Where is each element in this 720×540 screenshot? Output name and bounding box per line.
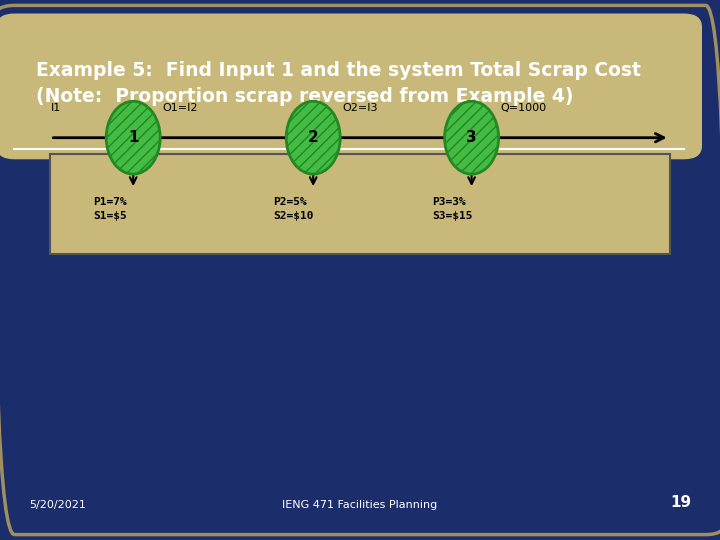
Ellipse shape [287, 102, 340, 174]
Text: P3=3%: P3=3% [432, 197, 466, 207]
Text: O1=I2: O1=I2 [162, 103, 197, 113]
Text: 2: 2 [308, 130, 318, 145]
Text: 19: 19 [670, 495, 691, 510]
Text: 5/20/2021: 5/20/2021 [29, 500, 86, 510]
Text: S1=$5: S1=$5 [94, 211, 127, 221]
Text: O2=I3: O2=I3 [342, 103, 377, 113]
Text: S3=$15: S3=$15 [432, 211, 472, 221]
Text: S2=$10: S2=$10 [274, 211, 314, 221]
Text: 3: 3 [467, 130, 477, 145]
Text: IENG 471 Facilities Planning: IENG 471 Facilities Planning [282, 500, 438, 510]
FancyBboxPatch shape [0, 14, 702, 159]
Text: Q=1000: Q=1000 [500, 103, 546, 113]
Text: I1: I1 [50, 103, 60, 113]
Text: P1=7%: P1=7% [94, 197, 127, 207]
Ellipse shape [445, 102, 498, 174]
Text: Example 5:  Find Input 1 and the system Total Scrap Cost
(Note:  Proportion scra: Example 5: Find Input 1 and the system T… [36, 61, 641, 106]
Text: 1: 1 [128, 130, 138, 145]
Ellipse shape [107, 102, 160, 174]
Text: P2=5%: P2=5% [274, 197, 307, 207]
FancyBboxPatch shape [50, 154, 670, 254]
